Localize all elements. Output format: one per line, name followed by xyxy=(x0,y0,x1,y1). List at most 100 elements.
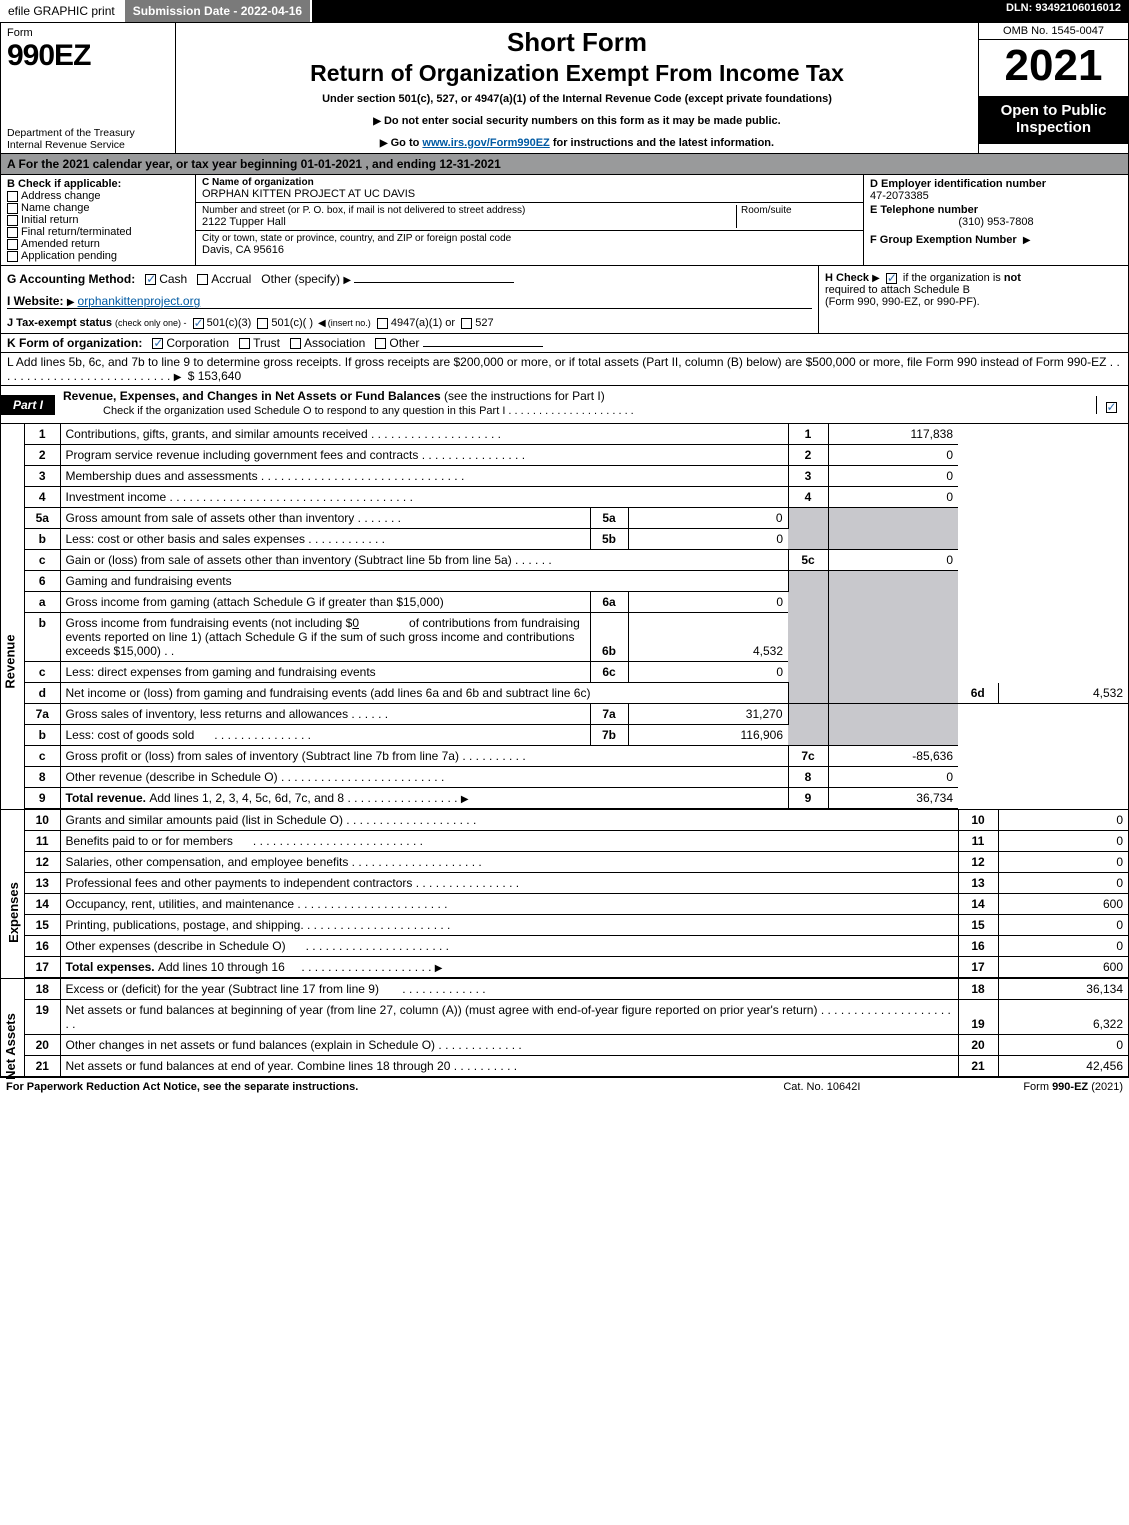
opt-label: Initial return xyxy=(21,214,78,226)
cash-label: Cash xyxy=(159,272,187,286)
line-text: Benefits paid to or for members xyxy=(66,834,233,848)
footer-right: Form 990-EZ (2021) xyxy=(1023,1081,1123,1093)
g-label: G Accounting Method: xyxy=(7,272,135,286)
insert-no: (insert no.) xyxy=(328,318,371,328)
c-label: C Name of organization xyxy=(202,177,857,188)
chk-501c3[interactable] xyxy=(193,318,204,329)
sub-amount: 0 xyxy=(628,529,788,550)
chk-527[interactable] xyxy=(461,318,472,329)
irs-link[interactable]: www.irs.gov/Form990EZ xyxy=(422,137,549,149)
triangle-icon xyxy=(1023,234,1034,246)
part-1-header: Part I Revenue, Expenses, and Changes in… xyxy=(1,386,1128,424)
h-label: H Check xyxy=(825,272,869,284)
revenue-side-label: Revenue xyxy=(1,424,25,809)
submission-date: Submission Date - 2022-04-16 xyxy=(125,0,312,22)
6b-zero: 0 xyxy=(352,616,359,630)
f-label-text: F Group Exemption Number xyxy=(870,234,1017,246)
chk-amended-return[interactable]: Amended return xyxy=(7,238,189,250)
trust-label: Trust xyxy=(253,336,280,350)
other-label: Other (specify) xyxy=(261,272,340,286)
line-text: Printing, publications, postage, and shi… xyxy=(66,918,304,932)
l-gross-receipts: L Add lines 5b, 6c, and 7b to line 9 to … xyxy=(1,353,1128,386)
chk-4947[interactable] xyxy=(377,318,388,329)
netassets-label: Net Assets xyxy=(3,1013,18,1080)
chk-name-change[interactable]: Name change xyxy=(7,202,189,214)
chk-initial-return[interactable]: Initial return xyxy=(7,214,189,226)
chk-corporation[interactable] xyxy=(152,338,163,349)
i-label: I Website: xyxy=(7,294,63,308)
line-text: Occupancy, rent, utilities, and maintena… xyxy=(66,897,295,911)
line-13: 13Professional fees and other payments t… xyxy=(25,873,1128,894)
sub-line-no: 6b xyxy=(590,613,628,662)
expenses-table: 10 Grants and similar amounts paid (list … xyxy=(25,810,1128,978)
line-amount: 0 xyxy=(998,873,1128,894)
other-org-label: Other xyxy=(389,336,419,350)
line-no: 3 xyxy=(788,466,828,487)
line-no: 13 xyxy=(958,873,998,894)
sub-line-no: 6a xyxy=(590,592,628,613)
line-no: 9 xyxy=(788,788,828,809)
chk-cash[interactable] xyxy=(145,274,156,285)
corp-label: Corporation xyxy=(166,336,229,350)
line-text: Add lines 10 through 16 xyxy=(158,960,285,974)
chk-schedule-o[interactable] xyxy=(1106,402,1117,413)
line-amount: 0 xyxy=(828,445,958,466)
section-d-e-f: D Employer identification number 47-2073… xyxy=(863,175,1128,265)
other-blank[interactable] xyxy=(354,282,514,283)
opt-label: Amended return xyxy=(21,238,100,250)
line-no: 10 xyxy=(958,810,998,831)
chk-association[interactable] xyxy=(290,338,301,349)
chk-501c[interactable] xyxy=(257,318,268,329)
dln-number: DLN: 93492106016012 xyxy=(998,0,1129,22)
footer-form-no: 990-EZ xyxy=(1052,1081,1088,1093)
line-no: 7c xyxy=(788,746,828,767)
line-6b: bGross income from fundraising events (n… xyxy=(25,613,1128,662)
527-label: 527 xyxy=(475,317,493,329)
triangle-icon xyxy=(343,272,354,286)
chk-application-pending[interactable]: Application pending xyxy=(7,250,189,262)
chk-accrual[interactable] xyxy=(197,274,208,285)
line-text: Less: cost of goods sold xyxy=(66,728,195,742)
line-10: 10 Grants and similar amounts paid (list … xyxy=(25,810,1128,831)
line-no: 4 xyxy=(788,487,828,508)
revenue-label: Revenue xyxy=(3,634,18,688)
line-amount: 0 xyxy=(828,767,958,788)
triangle-icon xyxy=(872,272,883,284)
501c3-label: 501(c)(3) xyxy=(207,317,252,329)
sub-line-no: 7a xyxy=(590,704,628,725)
line-text: Other revenue (describe in Schedule O) xyxy=(66,770,278,784)
part-title-suffix: (see the instructions for Part I) xyxy=(441,389,605,403)
section-b-c-d: B Check if applicable: Address change Na… xyxy=(1,175,1128,266)
line-no: 5c xyxy=(788,550,828,571)
chk-address-change[interactable]: Address change xyxy=(7,190,189,202)
line-amount: 0 xyxy=(828,550,958,571)
triangle-icon xyxy=(174,369,185,383)
other-org-blank[interactable] xyxy=(423,346,543,347)
line-7a: 7aGross sales of inventory, less returns… xyxy=(25,704,1128,725)
line-amount: 36,734 xyxy=(828,788,958,809)
line-amount: 36,134 xyxy=(998,979,1128,1000)
efile-print-label[interactable]: efile GRAPHIC print xyxy=(0,0,125,22)
line-17: 17Total expenses. Add lines 10 through 1… xyxy=(25,957,1128,978)
chk-other-org[interactable] xyxy=(375,338,386,349)
line-2: 2Program service revenue including gover… xyxy=(25,445,1128,466)
part-badge: Part I xyxy=(1,395,55,415)
sub-line-no: 5b xyxy=(590,529,628,550)
chk-final-return[interactable]: Final return/terminated xyxy=(7,226,189,238)
tax-year: 2021 xyxy=(979,40,1128,96)
line-text: Grants and similar amounts paid (list in… xyxy=(66,813,343,827)
line-no: 8 xyxy=(788,767,828,788)
city-label: City or town, state or province, country… xyxy=(202,233,857,244)
footer-mid: Cat. No. 10642I xyxy=(783,1081,1023,1093)
d-label: D Employer identification number xyxy=(870,178,1122,190)
website-link[interactable]: orphankittenproject.org xyxy=(78,294,201,308)
l-amount: $ 153,640 xyxy=(188,369,241,383)
line-6a: aGross income from gaming (attach Schedu… xyxy=(25,592,1128,613)
line-15: 15Printing, publications, postage, and s… xyxy=(25,915,1128,936)
chk-trust[interactable] xyxy=(239,338,250,349)
line-no: 21 xyxy=(958,1056,998,1077)
f-label: F Group Exemption Number xyxy=(870,234,1122,246)
chk-h[interactable] xyxy=(886,273,897,284)
line-text: Less: cost or other basis and sales expe… xyxy=(66,532,305,546)
street-label: Number and street (or P. O. box, if mail… xyxy=(202,205,732,216)
